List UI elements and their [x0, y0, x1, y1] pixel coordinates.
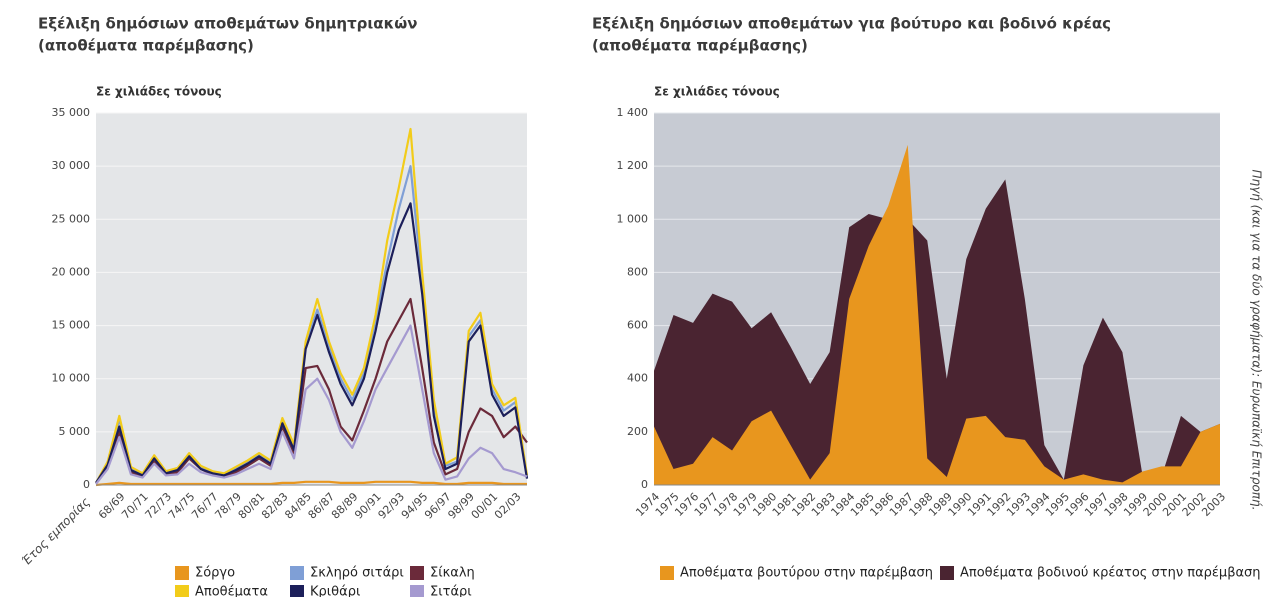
source-note: Πηγή (και για τα δύο γραφήματα): Ευρωπαϊ… [1250, 170, 1264, 511]
series-area [654, 179, 1220, 485]
y-tick-label: 15 000 [52, 319, 91, 332]
series-line [95, 127, 529, 484]
x-axis-label: Έτος εμπορίας [19, 495, 93, 569]
legend-swatch [410, 585, 424, 597]
x-tick-label: 02/03 [492, 490, 524, 522]
y-tick-label: 1 400 [617, 106, 649, 119]
legend-label: Αποθέματα βουτύρου στην παρέμβαση [680, 566, 933, 581]
legend-swatch [290, 585, 304, 597]
series-area [654, 144, 1220, 485]
legend-label: Σίκαλη [430, 566, 475, 581]
y-tick-label: 30 000 [52, 159, 91, 172]
y-tick-label: 400 [627, 372, 648, 385]
series-line [95, 480, 527, 487]
legend-swatch [175, 566, 189, 580]
y-tick-label: 800 [627, 265, 648, 278]
y-tick-label: 200 [627, 425, 648, 438]
y-tick-label: 10 000 [52, 372, 91, 385]
y-tick-label: 0 [83, 478, 90, 491]
series-line [95, 297, 528, 484]
series-line [95, 202, 529, 484]
y-tick-label: 35 000 [52, 106, 91, 119]
y-tick-label: 0 [641, 478, 648, 491]
legend-label: Αποθέματα [195, 585, 268, 597]
legend-label: Σόργο [195, 566, 235, 581]
chart-title: Εξέλιξη δημόσιων αποθεμάτων για βούτυρο … [592, 15, 1111, 33]
chart-title: Εξέλιξη δημόσιων αποθεμάτων δημητριακών [38, 15, 417, 33]
y-tick-label: 1 000 [617, 212, 649, 225]
legend-swatch [660, 566, 674, 580]
plot-background [96, 113, 527, 485]
legend-swatch [175, 585, 189, 597]
chart-subtitle: (αποθέματα παρέμβασης) [592, 37, 808, 55]
y-tick-label: 1 200 [617, 159, 649, 172]
legend-swatch [410, 566, 424, 580]
chart-subtitle: (αποθέματα παρέμβασης) [38, 37, 254, 55]
y-tick-label: 25 000 [52, 212, 91, 225]
legend-swatch [290, 566, 304, 580]
legend-swatch [940, 566, 954, 580]
legend-label: Σιτάρι [430, 585, 472, 597]
y-tick-label: 600 [627, 319, 648, 332]
y-tick-label: 5 000 [59, 425, 91, 438]
y-axis-label: Σε χιλιάδες τόνους [96, 85, 222, 99]
legend-label: Κριθάρι [310, 585, 360, 597]
y-axis-label: Σε χιλιάδες τόνους [654, 85, 780, 99]
series-line [95, 324, 528, 485]
legend-label: Αποθέματα βοδινού κρέατος στην παρέμβαση [960, 566, 1261, 581]
y-tick-label: 20 000 [52, 265, 91, 278]
legend-label: Σκληρό σιτάρι [310, 566, 404, 581]
